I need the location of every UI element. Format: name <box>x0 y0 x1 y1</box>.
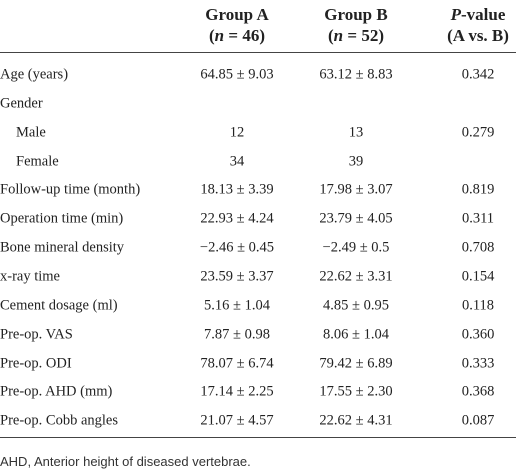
cell-value: 17.55 ± 2.30 <box>319 383 393 400</box>
row-label: Pre-op. AHD (mm) <box>0 383 113 400</box>
cell-value: 78.07 ± 6.74 <box>200 355 274 371</box>
cell-value: 4.85 ± 0.95 <box>323 297 389 314</box>
row-label: Follow-up time (month) <box>0 181 141 198</box>
cell-value: 13 <box>348 124 364 141</box>
cell-value: 23.59 ± 3.37 <box>200 268 274 285</box>
cell-value: 17.14 ± 2.25 <box>200 383 274 400</box>
row-label: Pre-op. Cobb angles <box>0 412 118 429</box>
cell-value: 39 <box>348 153 364 170</box>
cell-value: 0.360 <box>461 326 495 343</box>
header-text: Group A <box>205 5 269 24</box>
cell-value: 0.087 <box>461 412 495 429</box>
cell-value: 18.13 ± 3.39 <box>200 181 274 198</box>
cell-value: 0.333 <box>461 355 495 371</box>
header-line: Group A <box>177 4 297 25</box>
cell-value: 0.279 <box>461 124 495 141</box>
header-text: ( <box>328 26 334 45</box>
header-text: Group B <box>324 5 388 24</box>
cell-value: 22.62 ± 3.31 <box>319 268 393 285</box>
row-label: Pre-op. VAS <box>0 326 73 343</box>
cell-value: 0.154 <box>461 268 495 285</box>
cell-value: 22.62 ± 4.31 <box>319 412 393 429</box>
row-label: Operation time (min) <box>0 210 124 227</box>
cell-value: 21.07 ± 4.57 <box>200 412 274 429</box>
header-text: -value <box>461 5 506 24</box>
cell-value: 23.79 ± 4.05 <box>319 210 393 227</box>
header-line: (n = 46) <box>177 25 297 46</box>
row-label: Male <box>16 124 46 141</box>
column-header: P-value (A vs. B) <box>418 4 516 46</box>
cell-value: 0.311 <box>461 210 495 227</box>
cell-value: 63.12 ± 8.83 <box>319 66 393 83</box>
header-text: (A vs. B) <box>447 26 509 45</box>
header-text: n <box>333 26 344 45</box>
cell-value: −2.49 ± 0.5 <box>322 239 390 256</box>
cell-value: 0.342 <box>461 66 495 83</box>
cell-value: 8.06 ± 1.04 <box>323 326 389 343</box>
cell-value: 0.118 <box>461 297 495 314</box>
cell-value: 34 <box>229 153 245 170</box>
column-header: Group B (n = 52) <box>296 4 416 46</box>
cell-value: 64.85 ± 9.03 <box>200 66 274 83</box>
row-label: Gender <box>0 95 43 112</box>
header-text: P <box>450 5 461 24</box>
cell-value: 5.16 ± 1.04 <box>204 297 270 314</box>
row-label: Pre-op. ODI <box>0 355 72 371</box>
header-line: P-value <box>418 4 516 25</box>
cell-value: 17.98 ± 3.07 <box>319 181 393 198</box>
row-label: Female <box>16 153 59 170</box>
cell-value: 22.93 ± 4.24 <box>200 210 274 227</box>
cell-value: 0.819 <box>461 181 495 198</box>
column-header: Group A (n = 46) <box>177 4 297 46</box>
header-line: Group B <box>296 4 416 25</box>
cell-value: 79.42 ± 6.89 <box>319 355 393 371</box>
row-label: Bone mineral density <box>0 239 125 256</box>
bottom-rule <box>0 437 516 438</box>
cell-value: 7.87 ± 0.98 <box>204 326 270 343</box>
row-label: Age (years) <box>0 66 69 83</box>
header-rule <box>0 52 516 53</box>
header-line: (n = 52) <box>296 25 416 46</box>
row-label: x-ray time <box>0 268 60 285</box>
footnote: AHD, Anterior height of diseased vertebr… <box>0 454 251 469</box>
header-line: (A vs. B) <box>418 25 516 46</box>
header-text: = 52) <box>343 26 384 45</box>
row-label: Cement dosage (ml) <box>0 297 118 314</box>
header-text: n <box>214 26 225 45</box>
header-text: ( <box>209 26 215 45</box>
header-text: = 46) <box>224 26 265 45</box>
cell-value: 0.368 <box>461 383 495 400</box>
cell-value: 0.708 <box>461 239 495 256</box>
cell-value: −2.46 ± 0.45 <box>199 239 275 256</box>
cell-value: 12 <box>229 124 245 141</box>
